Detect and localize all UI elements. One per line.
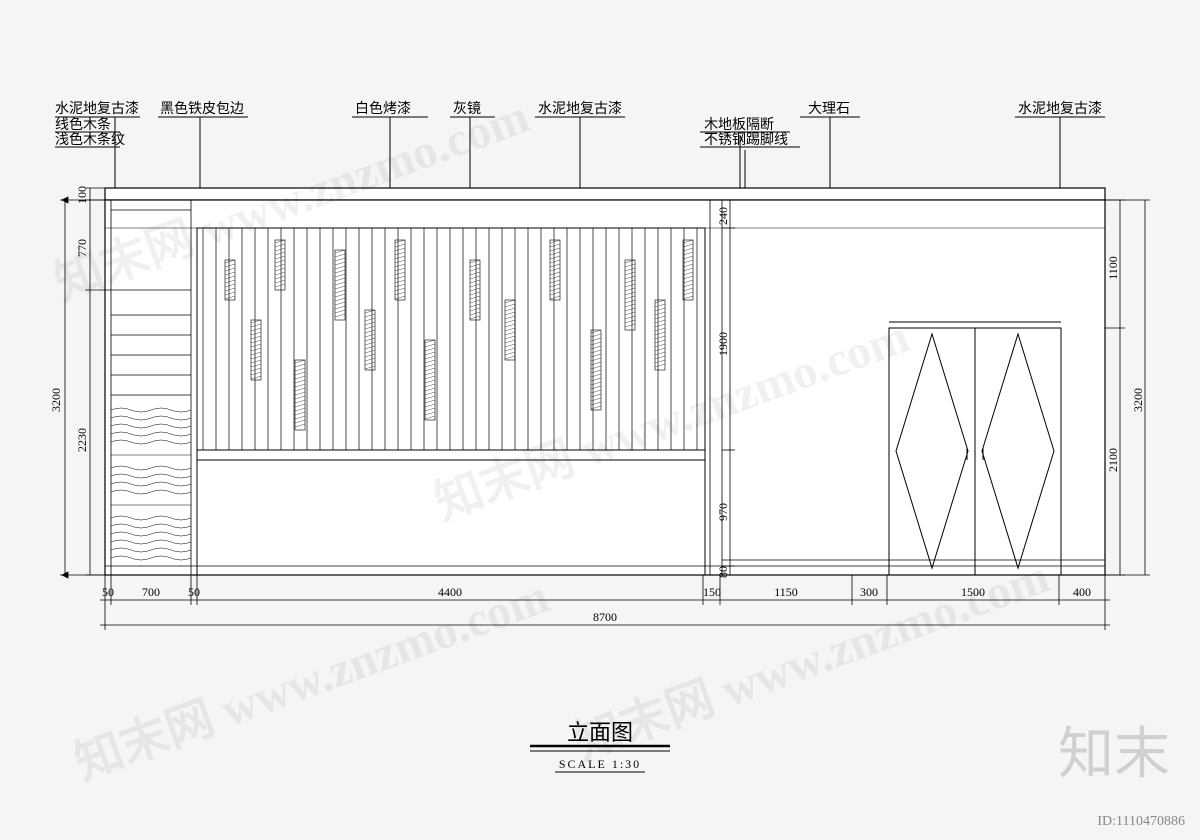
dim-text: 1100	[1106, 256, 1120, 280]
dim-text: 770	[75, 239, 89, 257]
dim-text: 970	[716, 503, 730, 521]
dim-text: 80	[716, 566, 730, 578]
callout-label: 水泥地复古漆	[538, 100, 622, 117]
dim-text: 240	[716, 207, 730, 225]
dim-text: 4400	[438, 585, 462, 599]
drawing-id: ID:1110470886	[1097, 814, 1185, 829]
callout-label: 大理石	[808, 101, 850, 117]
callout-label: 白色烤漆	[355, 100, 411, 117]
callout-label: 浅色木条纹	[55, 131, 125, 148]
callout-label: 水泥地复古漆	[55, 100, 139, 117]
dim-text: 1900	[716, 332, 730, 356]
dim-text: 50	[102, 585, 114, 599]
callout-label: 黑色铁皮包边	[160, 100, 244, 117]
dim-text: 1150	[774, 585, 798, 599]
callout-label: 水泥地复古漆	[1018, 100, 1102, 117]
dim-text: 700	[142, 585, 160, 599]
dim-text: 2230	[75, 428, 89, 452]
dim-text: 2100	[1106, 448, 1120, 472]
dim-text: 100	[75, 186, 89, 204]
drawing-scale: SCALE 1:30	[559, 757, 641, 771]
elevation-drawing: 水泥地复古漆 线色木条 浅色木条纹 黑色铁皮包边 白色烤漆 灰镜 水泥地复古漆 …	[0, 0, 1200, 840]
dim-text: 150	[703, 585, 721, 599]
callout-label: 不锈钢踢脚线	[704, 132, 788, 148]
dim-text: 8700	[593, 610, 617, 624]
dim-text: 50	[188, 585, 200, 599]
callout-label: 木地板隔断	[704, 117, 774, 133]
dim-text: 300	[860, 585, 878, 599]
callout-label: 灰镜	[453, 101, 481, 117]
dim-text: 400	[1073, 585, 1091, 599]
dim-text: 3200	[49, 388, 63, 412]
dim-text: 1500	[961, 585, 985, 599]
dim-text: 3200	[1131, 388, 1145, 412]
watermark-main: 知末	[1058, 709, 1170, 790]
callout-label: 线色木条	[55, 116, 111, 133]
drawing-title: 立面图	[567, 720, 633, 745]
